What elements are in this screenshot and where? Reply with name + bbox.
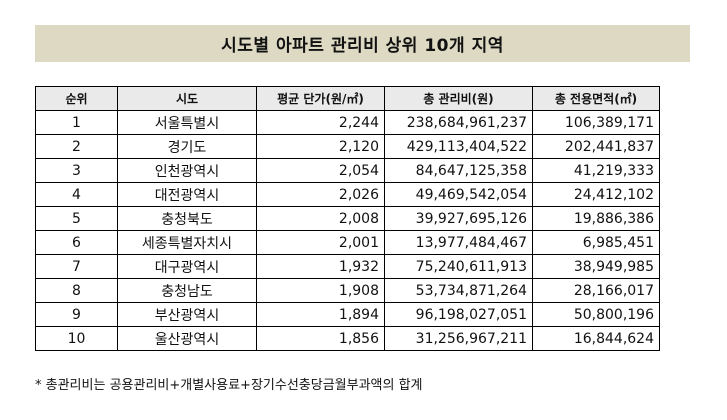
header-rank: 순위 xyxy=(35,86,118,111)
cell-region: 부산광역시 xyxy=(117,302,257,327)
cell-unit-price: 1,908 xyxy=(256,278,385,303)
cell-total-area: 50,800,196 xyxy=(532,302,660,327)
cell-region: 충청북도 xyxy=(117,206,257,231)
table-row: 1 서울특별시 2,244 238,684,961,237 106,389,171 xyxy=(35,110,660,135)
header-region: 시도 xyxy=(117,86,257,111)
fee-table: 순위 시도 평균 단가(원/㎡) 총 관리비(원) 총 전용면적(㎡) 1 서울특… xyxy=(35,86,660,351)
header-total-fee: 총 관리비(원) xyxy=(384,86,533,111)
cell-region: 대구광역시 xyxy=(117,254,257,279)
cell-total-fee: 13,977,484,467 xyxy=(384,230,533,255)
cell-total-area: 19,886,386 xyxy=(532,206,660,231)
cell-region: 대전광역시 xyxy=(117,182,257,207)
cell-region: 충청남도 xyxy=(117,278,257,303)
cell-unit-price: 1,894 xyxy=(256,302,385,327)
cell-unit-price: 2,008 xyxy=(256,206,385,231)
header-unit-price: 평균 단가(원/㎡) xyxy=(256,86,385,111)
cell-region: 울산광역시 xyxy=(117,326,257,351)
cell-unit-price: 1,856 xyxy=(256,326,385,351)
cell-region: 경기도 xyxy=(117,134,257,159)
cell-region: 인천광역시 xyxy=(117,158,257,183)
cell-total-area: 16,844,624 xyxy=(532,326,660,351)
title-bar: 시도별 아파트 관리비 상위 10개 지역 xyxy=(35,25,690,62)
cell-unit-price: 2,244 xyxy=(256,110,385,135)
cell-total-fee: 75,240,611,913 xyxy=(384,254,533,279)
cell-total-fee: 429,113,404,522 xyxy=(384,134,533,159)
cell-rank: 10 xyxy=(35,326,118,351)
cell-rank: 8 xyxy=(35,278,118,303)
cell-rank: 3 xyxy=(35,158,118,183)
table-row: 5 충청북도 2,008 39,927,695,126 19,886,386 xyxy=(35,206,660,231)
table-row: 2 경기도 2,120 429,113,404,522 202,441,837 xyxy=(35,134,660,159)
cell-total-fee: 96,198,027,051 xyxy=(384,302,533,327)
cell-total-area: 28,166,017 xyxy=(532,278,660,303)
page-title: 시도별 아파트 관리비 상위 10개 지역 xyxy=(221,36,504,56)
cell-total-fee: 84,647,125,358 xyxy=(384,158,533,183)
table-row: 9 부산광역시 1,894 96,198,027,051 50,800,196 xyxy=(35,302,660,327)
cell-total-area: 106,389,171 xyxy=(532,110,660,135)
cell-total-fee: 238,684,961,237 xyxy=(384,110,533,135)
cell-unit-price: 2,001 xyxy=(256,230,385,255)
cell-total-area: 41,219,333 xyxy=(532,158,660,183)
cell-rank: 1 xyxy=(35,110,118,135)
table-row: 4 대전광역시 2,026 49,469,542,054 24,412,102 xyxy=(35,182,660,207)
cell-rank: 7 xyxy=(35,254,118,279)
cell-total-fee: 49,469,542,054 xyxy=(384,182,533,207)
cell-total-fee: 53,734,871,264 xyxy=(384,278,533,303)
cell-rank: 4 xyxy=(35,182,118,207)
cell-total-area: 38,949,985 xyxy=(532,254,660,279)
table-row: 3 인천광역시 2,054 84,647,125,358 41,219,333 xyxy=(35,158,660,183)
cell-region: 세종특별자치시 xyxy=(117,230,257,255)
cell-total-area: 202,441,837 xyxy=(532,134,660,159)
cell-total-area: 24,412,102 xyxy=(532,182,660,207)
table-row: 7 대구광역시 1,932 75,240,611,913 38,949,985 xyxy=(35,254,660,279)
header-total-area: 총 전용면적(㎡) xyxy=(532,86,660,111)
footnote: * 총관리비는 공용관리비+개별사용료+장기수선충당금월부과액의 합계 xyxy=(35,378,423,393)
cell-rank: 6 xyxy=(35,230,118,255)
cell-total-fee: 39,927,695,126 xyxy=(384,206,533,231)
cell-total-area: 6,985,451 xyxy=(532,230,660,255)
cell-rank: 2 xyxy=(35,134,118,159)
table-row: 8 충청남도 1,908 53,734,871,264 28,166,017 xyxy=(35,278,660,303)
cell-rank: 9 xyxy=(35,302,118,327)
cell-unit-price: 2,120 xyxy=(256,134,385,159)
cell-unit-price: 2,054 xyxy=(256,158,385,183)
cell-unit-price: 2,026 xyxy=(256,182,385,207)
cell-total-fee: 31,256,967,211 xyxy=(384,326,533,351)
table-row: 6 세종특별자치시 2,001 13,977,484,467 6,985,451 xyxy=(35,230,660,255)
table-body: 1 서울특별시 2,244 238,684,961,237 106,389,171 2 경기… xyxy=(35,110,660,351)
cell-region: 서울특별시 xyxy=(117,110,257,135)
table-header-row: 순위 시도 평균 단가(원/㎡) 총 관리비(원) 총 전용면적(㎡) xyxy=(35,86,660,111)
cell-unit-price: 1,932 xyxy=(256,254,385,279)
cell-rank: 5 xyxy=(35,206,118,231)
table-row: 10 울산광역시 1,856 31,256,967,211 16,844,624 xyxy=(35,326,660,351)
